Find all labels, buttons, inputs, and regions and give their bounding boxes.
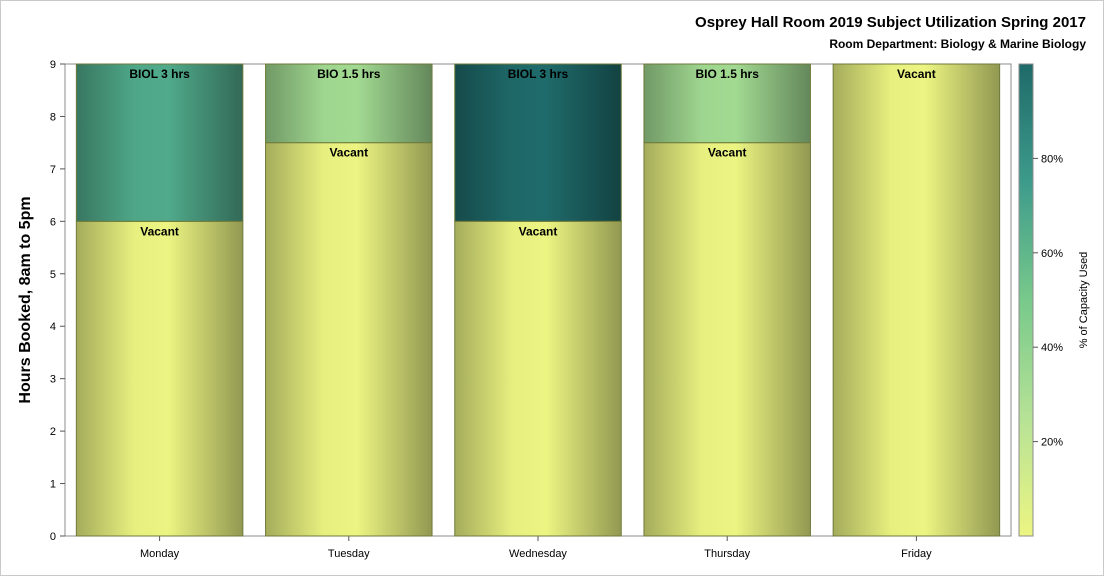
x-tick-label: Thursday: [704, 548, 750, 560]
colorbar-tick-label: 80%: [1041, 153, 1063, 165]
colorbar-tick-label: 20%: [1041, 437, 1063, 449]
x-tick-label: Monday: [140, 548, 180, 560]
x-tick-label: Tuesday: [328, 548, 370, 560]
y-axis-label: Hours Booked, 8am to 5pm: [17, 196, 34, 403]
y-tick-label: 1: [50, 479, 56, 491]
bar-segment: [643, 142, 811, 537]
y-tick-label: 3: [50, 374, 56, 386]
y-tick-label: 6: [50, 216, 56, 228]
data-label: Vacant: [897, 67, 936, 81]
data-label: BIO 1.5 hrs: [696, 67, 760, 81]
x-axis: Monday Tuesday Wednesday Thursday Friday: [140, 536, 932, 560]
bar-segment: [832, 63, 1001, 537]
bar-segment: [75, 220, 244, 537]
colorbar-tick-label: 60%: [1041, 248, 1063, 260]
data-label: BIO 1.5 hrs: [317, 67, 381, 81]
y-tick-label: 2: [50, 426, 56, 438]
colorbar: 20% 40% 60% 80%: [1018, 63, 1063, 537]
colorbar-tick-label: 40%: [1041, 342, 1063, 354]
y-axis: 0 1 2 3 4 5 6 7 8 9: [50, 59, 65, 543]
y-tick-label: 9: [50, 59, 56, 71]
data-label: BIOL 3 hrs: [129, 67, 190, 81]
chart-subtitle: Room Department: Biology & Marine Biolog…: [829, 37, 1086, 51]
bar-segment: [454, 63, 622, 222]
x-tick-label: Friday: [901, 548, 932, 560]
y-tick-label: 5: [50, 269, 56, 281]
bar-segment: [75, 63, 244, 222]
bar-segment: [454, 220, 622, 537]
colorbar-label: % of Capacity Used: [1078, 252, 1090, 349]
colorbar-scale: [1018, 63, 1034, 537]
data-label: Vacant: [519, 224, 558, 238]
x-tick-label: Wednesday: [509, 548, 567, 560]
bar-segment: [265, 142, 433, 537]
chart-title: Osprey Hall Room 2019 Subject Utilizatio…: [695, 14, 1086, 31]
y-tick-label: 8: [50, 111, 56, 123]
data-label: BIOL 3 hrs: [508, 67, 569, 81]
y-tick-label: 0: [50, 531, 56, 543]
bar-segment: [265, 63, 433, 144]
data-label: Vacant: [140, 224, 179, 238]
bars: Vacant BIOL 3 hrs Vacant BIO 1.5 hrs Vacant B…: [75, 63, 1001, 537]
y-tick-label: 4: [50, 321, 56, 333]
data-label: Vacant: [329, 146, 368, 160]
y-tick-label: 7: [50, 164, 56, 176]
data-label: Vacant: [708, 146, 747, 160]
bar-segment: [643, 63, 811, 144]
